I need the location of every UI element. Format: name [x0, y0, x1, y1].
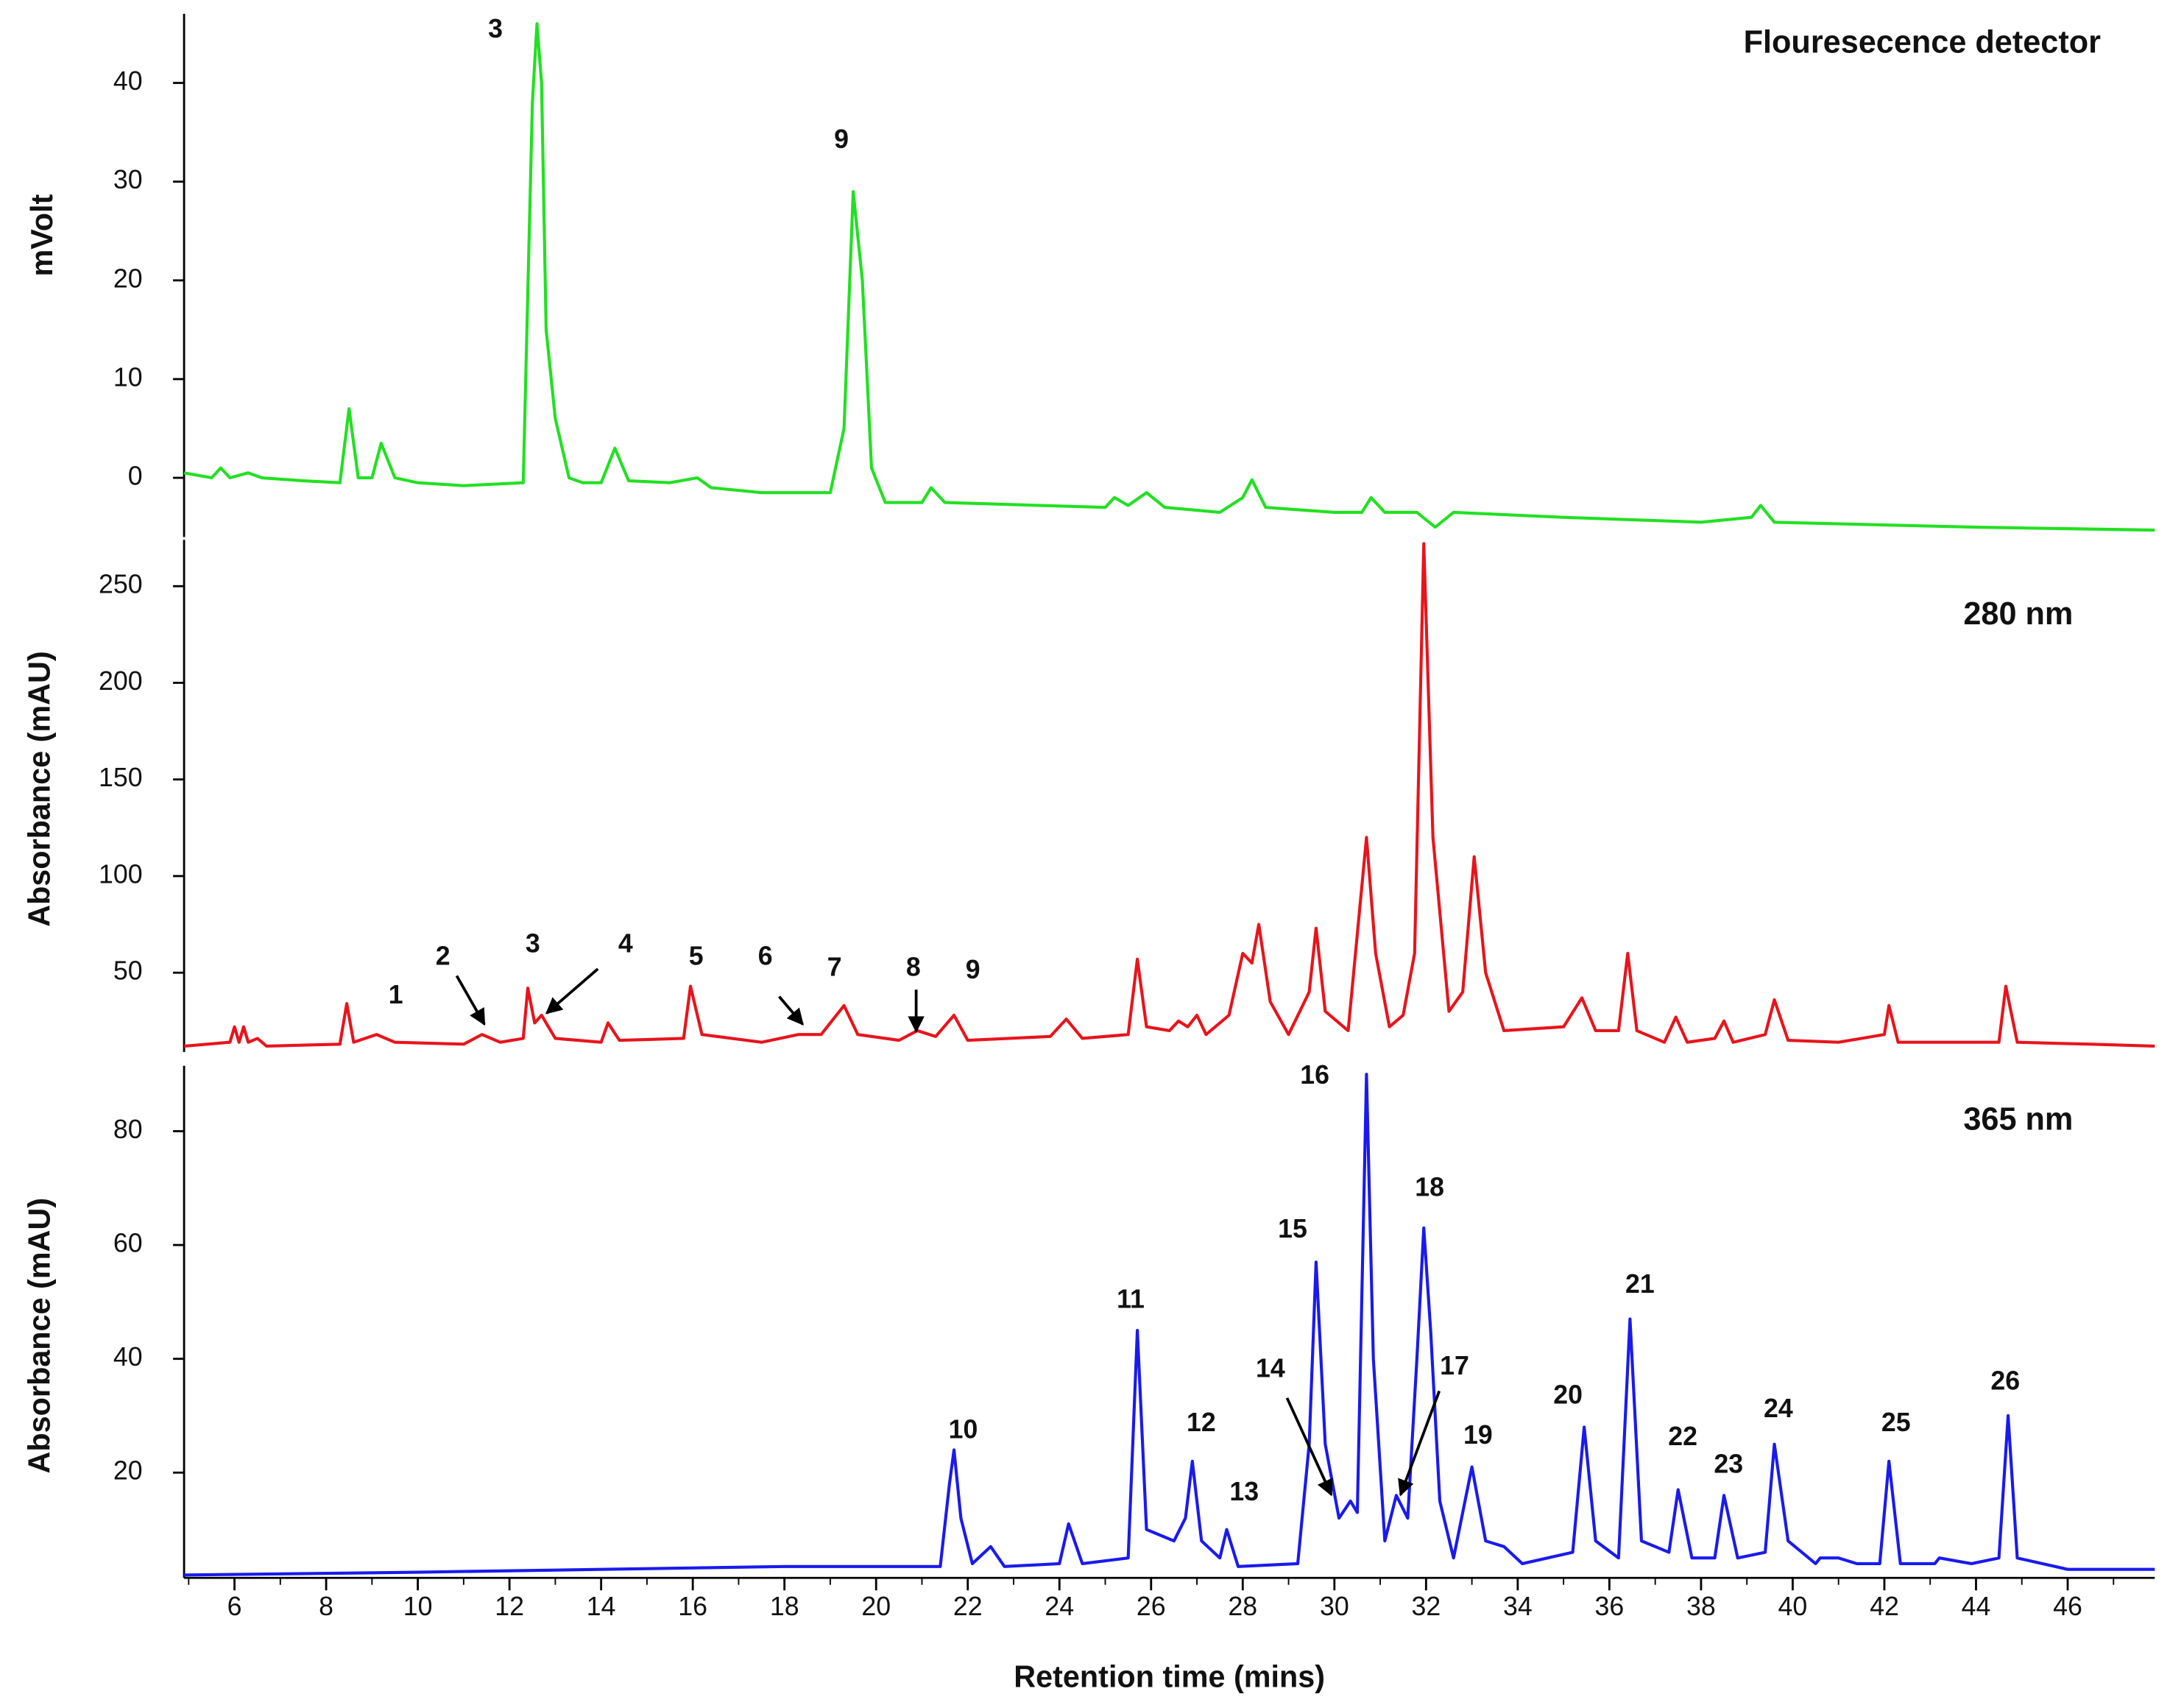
- peak-label: 1: [389, 980, 403, 1009]
- peak-label: 22: [1668, 1422, 1697, 1451]
- arrow: [1398, 1390, 1441, 1497]
- y-tick-label: 100: [99, 859, 143, 889]
- x-tick-label: 38: [1686, 1592, 1716, 1621]
- x-tick-label: 26: [1137, 1592, 1166, 1621]
- x-tick-label: 20: [861, 1592, 891, 1621]
- peak-label: 18: [1415, 1172, 1444, 1201]
- peak-label: 8: [906, 952, 921, 981]
- x-tick-label: 36: [1595, 1592, 1625, 1621]
- x-tick-label: 46: [2053, 1592, 2082, 1621]
- panel-title: 280 nm: [1963, 596, 2073, 632]
- x-tick-label: 8: [319, 1592, 333, 1621]
- peak-label: 15: [1278, 1214, 1307, 1243]
- peak-label: 26: [1990, 1366, 2020, 1396]
- x-tick-label: 30: [1320, 1592, 1349, 1621]
- peak-label: 6: [758, 941, 773, 970]
- peak-label: 2: [436, 941, 450, 970]
- peak-label: 3: [488, 14, 503, 43]
- x-tick-label: 6: [227, 1592, 242, 1621]
- peak-label: 7: [827, 952, 842, 981]
- peak-label: 23: [1714, 1449, 1743, 1478]
- trace: [183, 542, 2155, 1048]
- x-tick-label: 28: [1228, 1592, 1257, 1621]
- x-tick-label: 34: [1503, 1592, 1533, 1621]
- panel-title: 365 nm: [1963, 1101, 2073, 1137]
- y-tick-label: 60: [113, 1229, 143, 1258]
- x-tick-label: 24: [1045, 1592, 1074, 1621]
- peak-label: 16: [1300, 1060, 1329, 1090]
- peak-label: 5: [689, 941, 704, 970]
- trace: [183, 22, 2155, 532]
- x-tick-label: 42: [1870, 1592, 1899, 1621]
- peak-label: 17: [1440, 1351, 1469, 1380]
- peak-label: 4: [618, 929, 633, 959]
- peak-label: 3: [526, 929, 540, 959]
- y-axis-label: mVolt: [25, 194, 59, 276]
- x-tick-label: 18: [770, 1592, 799, 1621]
- x-tick-label: 10: [403, 1592, 433, 1621]
- y-tick-label: 20: [113, 264, 143, 293]
- y-tick-label: 150: [99, 763, 143, 792]
- peak-label: 13: [1229, 1477, 1259, 1506]
- peak-label: 24: [1764, 1394, 1793, 1423]
- peak-label: 9: [966, 955, 980, 984]
- y-tick-label: 50: [113, 956, 143, 986]
- y-tick-label: 0: [128, 461, 143, 490]
- arrow: [778, 995, 804, 1026]
- x-tick-label: 12: [495, 1592, 524, 1621]
- peak-label: 12: [1187, 1408, 1216, 1437]
- y-tick-label: 40: [113, 1342, 143, 1372]
- x-tick-label: 32: [1411, 1592, 1441, 1621]
- peak-label: 25: [1881, 1408, 1911, 1437]
- y-tick-label: 40: [113, 66, 143, 96]
- peak-label: 9: [834, 124, 849, 154]
- peak-label: 21: [1625, 1269, 1655, 1299]
- peak-label: 10: [949, 1414, 978, 1444]
- peak-label: 20: [1553, 1380, 1583, 1409]
- y-axis-label: Absorbance (mAU): [22, 651, 56, 927]
- y-axis-label: Absorbance (mAU): [22, 1198, 56, 1474]
- peak-label: 11: [1117, 1285, 1145, 1314]
- y-tick-label: 10: [113, 362, 143, 392]
- x-axis-label: Retention time (mins): [1014, 1659, 1325, 1693]
- x-tick-label: 40: [1778, 1592, 1808, 1621]
- trace: [184, 1073, 2155, 1577]
- x-tick-label: 44: [1962, 1592, 1991, 1621]
- y-tick-label: 80: [113, 1115, 143, 1144]
- arrow: [545, 967, 599, 1014]
- x-tick-label: 14: [587, 1592, 616, 1621]
- y-tick-label: 250: [99, 570, 143, 599]
- y-tick-label: 200: [99, 666, 143, 696]
- x-tick-label: 16: [678, 1592, 707, 1621]
- arrow: [455, 975, 486, 1026]
- peak-label: 19: [1463, 1420, 1493, 1450]
- arrow: [1285, 1397, 1333, 1497]
- x-tick-label: 22: [953, 1592, 983, 1621]
- y-tick-label: 30: [113, 165, 143, 194]
- peak-label: 14: [1256, 1354, 1285, 1383]
- y-tick-label: 20: [113, 1456, 143, 1486]
- panel-title: Flouresecence detector: [1744, 25, 2102, 60]
